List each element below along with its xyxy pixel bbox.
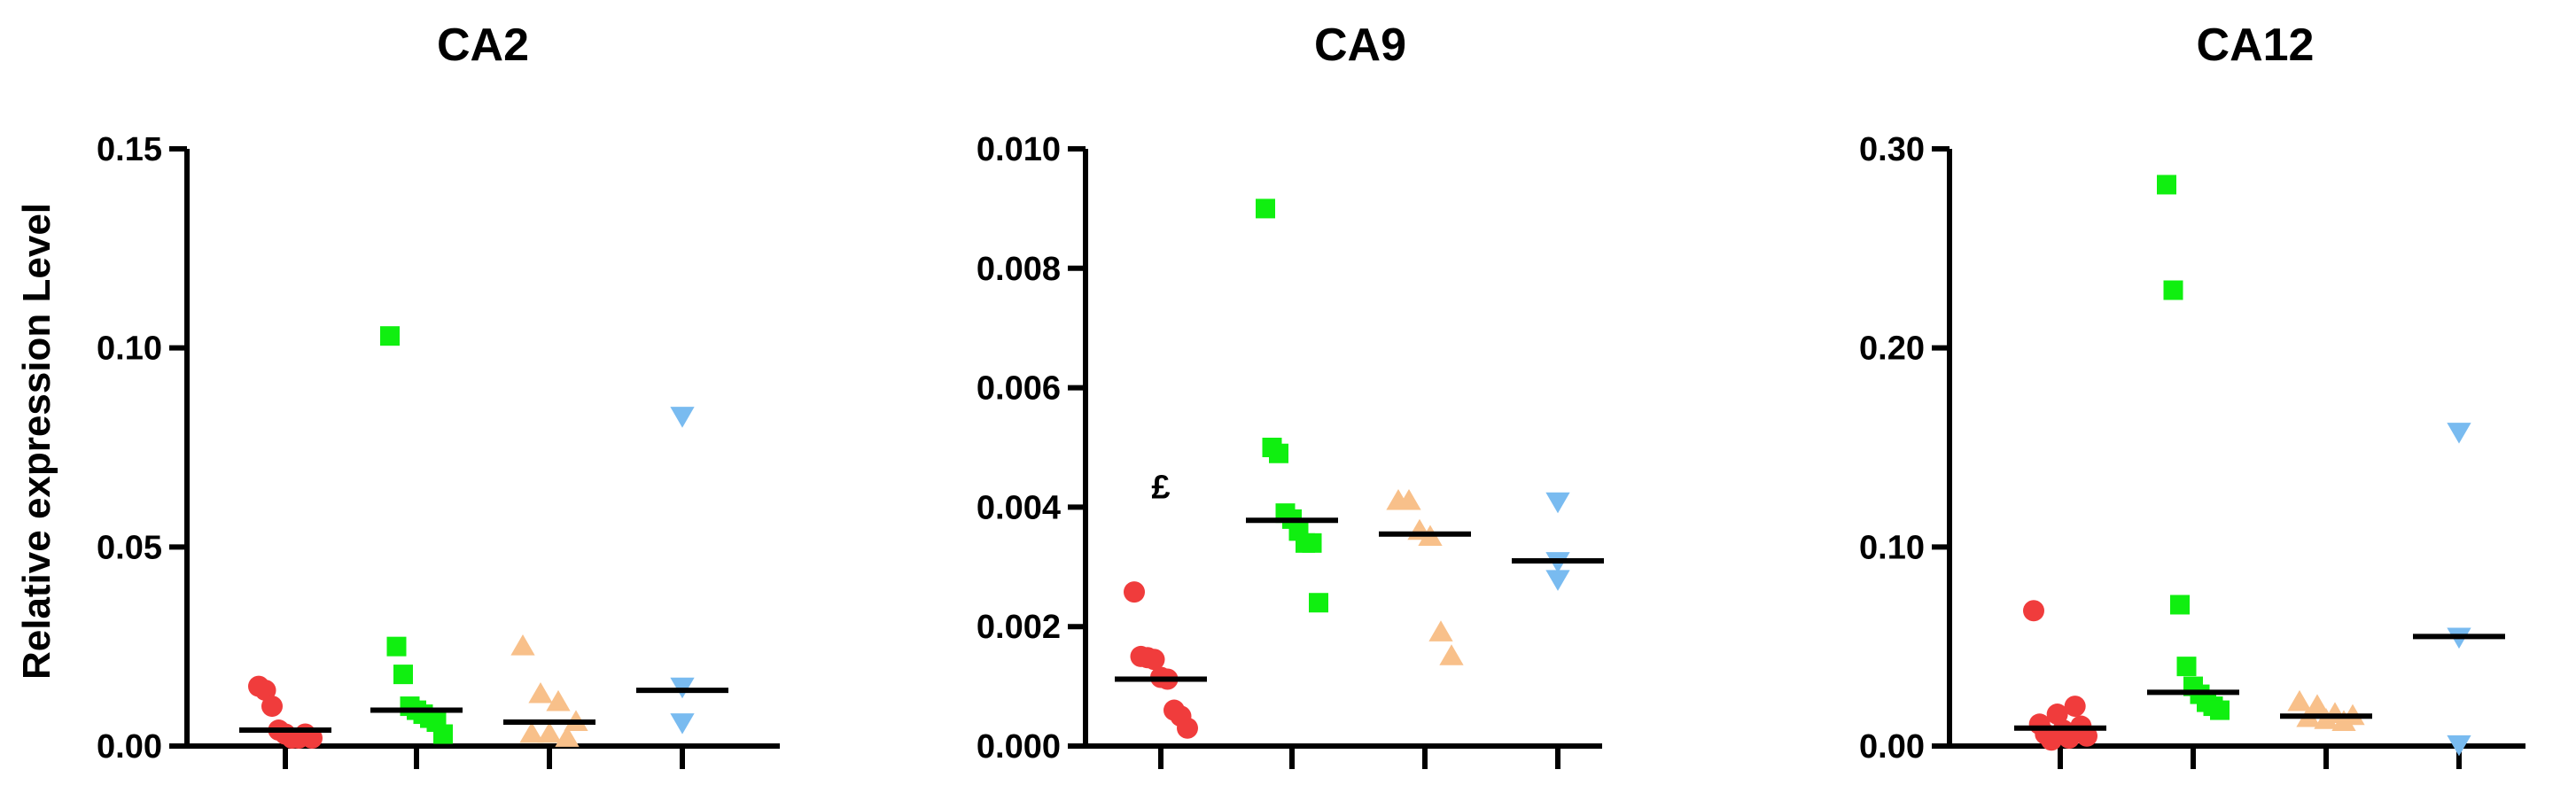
panel-ca9: CA9 0.000 0.002 0.004 0.006 0.008 0.010 £ xyxy=(977,19,1604,769)
data-point xyxy=(1439,644,1464,665)
data-point xyxy=(2163,280,2183,300)
data-point xyxy=(261,696,283,718)
y-tick-label: 0.002 xyxy=(977,609,1061,646)
data-point xyxy=(1397,489,1421,510)
data-point xyxy=(2157,175,2176,195)
group-square xyxy=(1246,198,1338,613)
data-point xyxy=(537,721,562,743)
y-tick-label: 0.15 xyxy=(97,131,162,168)
y-tick-label: 0.20 xyxy=(1859,330,1925,368)
data-point xyxy=(386,636,407,657)
panel-title: CA9 xyxy=(1314,19,1406,71)
data-point xyxy=(528,681,553,704)
data-point xyxy=(510,634,535,656)
data-point xyxy=(2058,727,2080,750)
group-triangle-down xyxy=(2413,423,2505,757)
data-point xyxy=(670,713,695,735)
significance-annotation: £ xyxy=(1151,469,1170,506)
group-triangle-up xyxy=(503,634,595,747)
y-tick-label: 0.000 xyxy=(977,728,1061,766)
data-point xyxy=(2041,729,2062,751)
group-triangle-up xyxy=(1379,489,1471,665)
data-point xyxy=(1256,198,1275,219)
group-circle xyxy=(239,675,331,750)
data-point xyxy=(546,689,571,711)
group-circle xyxy=(1115,581,1207,739)
data-point xyxy=(2176,657,2197,677)
y-tick-label: 0.006 xyxy=(977,370,1061,408)
panels: CA2 0.00 0.05 0.10 0.15 CA9 0.000 0.002 0.004 0.0… xyxy=(97,19,2525,769)
data-point xyxy=(2210,700,2230,720)
panel-title: CA12 xyxy=(2197,19,2315,71)
y-tick-label: 0.10 xyxy=(1859,529,1925,566)
data-point xyxy=(1545,492,1570,514)
data-point xyxy=(2064,696,2086,718)
data-point xyxy=(1269,443,1288,463)
y-tick-label: 0.00 xyxy=(97,728,162,766)
y-axis-title: Relative expression Level xyxy=(15,203,58,680)
data-point xyxy=(380,326,400,346)
data-point xyxy=(1302,533,1322,553)
data-point xyxy=(670,407,695,428)
y-tick-label: 0.004 xyxy=(977,489,1061,526)
y-tick-label: 0.00 xyxy=(1859,728,1925,766)
data-point xyxy=(1309,593,1328,613)
data-point xyxy=(2447,423,2471,444)
data-point xyxy=(254,680,276,702)
group-circle xyxy=(2014,600,2106,751)
data-point xyxy=(1124,581,1145,603)
data-point xyxy=(1177,717,1198,739)
y-tick-label: 0.30 xyxy=(1859,131,1925,168)
y-tick-label: 0.010 xyxy=(977,131,1061,168)
data-point xyxy=(519,721,544,743)
panel-ca2: CA2 0.00 0.05 0.10 0.15 xyxy=(97,19,780,769)
group-square xyxy=(2147,175,2239,720)
y-tick-label: 0.10 xyxy=(97,330,162,368)
data-point xyxy=(1428,620,1453,641)
data-point xyxy=(1143,649,1165,671)
data-point xyxy=(2331,710,2356,731)
data-point xyxy=(2170,595,2190,615)
panel-title: CA2 xyxy=(437,19,529,71)
data-point xyxy=(555,726,580,747)
data-point xyxy=(2305,694,2330,715)
data-point xyxy=(2287,689,2312,711)
y-tick-label: 0.05 xyxy=(97,529,162,566)
data-point xyxy=(393,665,413,685)
panel-ca12: CA12 0.00 0.10 0.20 0.30 xyxy=(1859,19,2525,769)
data-point xyxy=(2023,600,2044,622)
data-point xyxy=(433,724,453,744)
group-triangle-down xyxy=(636,407,728,735)
data-point xyxy=(1545,570,1570,591)
y-tick-label: 0.008 xyxy=(977,251,1061,288)
group-triangle-down xyxy=(1512,492,1604,591)
group-square xyxy=(370,326,463,744)
group-triangle-up xyxy=(2280,689,2372,731)
data-point xyxy=(2447,735,2471,757)
